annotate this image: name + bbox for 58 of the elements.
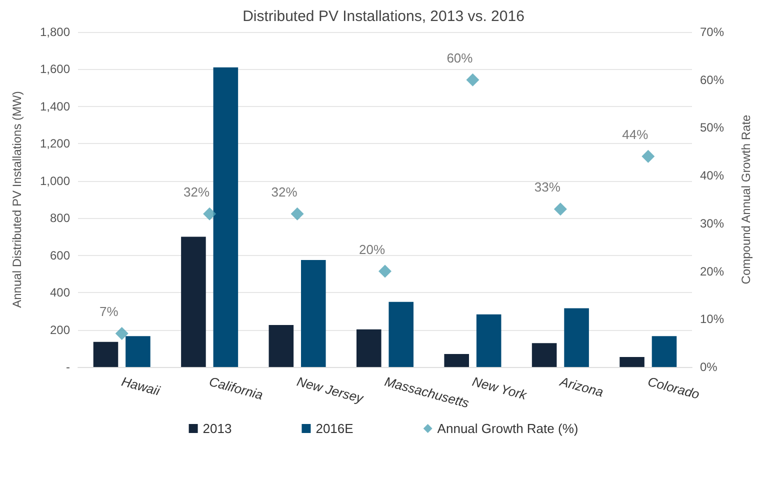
bar: [356, 329, 382, 367]
bar: [620, 356, 644, 367]
bar: [564, 308, 589, 367]
y-axis-title: Annual Distributed PV Installations (MW): [10, 91, 24, 308]
point: [466, 73, 480, 86]
y-tick-label: 200: [50, 322, 70, 337]
data-label: 44%: [622, 126, 649, 142]
data-label: 7%: [99, 304, 119, 319]
x-tick-label: Hawaii: [120, 374, 163, 399]
point: [378, 264, 392, 278]
y-tick-label: 1,200: [40, 136, 70, 151]
y2-tick-label: 40%: [700, 168, 724, 183]
x-tick-label: New York: [470, 374, 530, 403]
bar: [476, 314, 502, 367]
data-label: 33%: [534, 180, 561, 195]
point: [642, 150, 655, 163]
x-tick-label: New Jersey: [295, 374, 366, 406]
point: [554, 202, 567, 216]
data-label: 60%: [446, 50, 474, 66]
y2-tick-label: 30%: [700, 216, 724, 230]
y-tick-label: -: [66, 360, 70, 374]
y2-axis-title: Compound Annual Growth Rate: [739, 114, 753, 284]
bar: [268, 324, 294, 367]
chart-title: Distributed PV Installations, 2013 vs. 2016: [242, 8, 524, 25]
y-tick-label: 600: [50, 248, 70, 262]
legend-label: 2016E: [316, 421, 354, 436]
x-tick-label: California: [208, 374, 265, 402]
point: [203, 207, 216, 220]
y-tick-label: 1,800: [40, 25, 70, 39]
y2-tick-label: 20%: [700, 264, 724, 278]
point: [115, 327, 128, 340]
legend-label: 2013: [202, 421, 232, 436]
bar: [532, 343, 557, 367]
data-label: 32%: [271, 184, 298, 200]
x-tick-label: Colorado: [646, 374, 702, 402]
bar: [93, 342, 118, 367]
bar: [213, 67, 238, 367]
y2-tick-label: 10%: [700, 312, 724, 326]
bar: [126, 336, 150, 367]
data-label: 20%: [358, 242, 386, 257]
x-tick-label: Arizona: [558, 373, 605, 400]
y2-tick-label: 60%: [700, 72, 724, 87]
legend-label: Annual Growth Rate (%): [437, 421, 578, 436]
point: [290, 207, 304, 220]
bar: [301, 260, 326, 367]
y-tick-label: 800: [50, 211, 70, 226]
y2-tick-label: 50%: [700, 120, 724, 135]
bar: [181, 236, 206, 367]
y-tick-label: 1,400: [40, 99, 70, 114]
bar: [388, 302, 414, 367]
y-tick-label: 400: [50, 286, 70, 300]
data-label: 32%: [184, 184, 210, 200]
bar: [652, 336, 677, 367]
y-tick-label: 1,000: [40, 174, 70, 188]
y2-tick-label: 0%: [700, 360, 718, 374]
y2-tick-label: 70%: [700, 25, 724, 39]
y-tick-label: 1,600: [40, 62, 70, 76]
bar: [444, 354, 469, 367]
